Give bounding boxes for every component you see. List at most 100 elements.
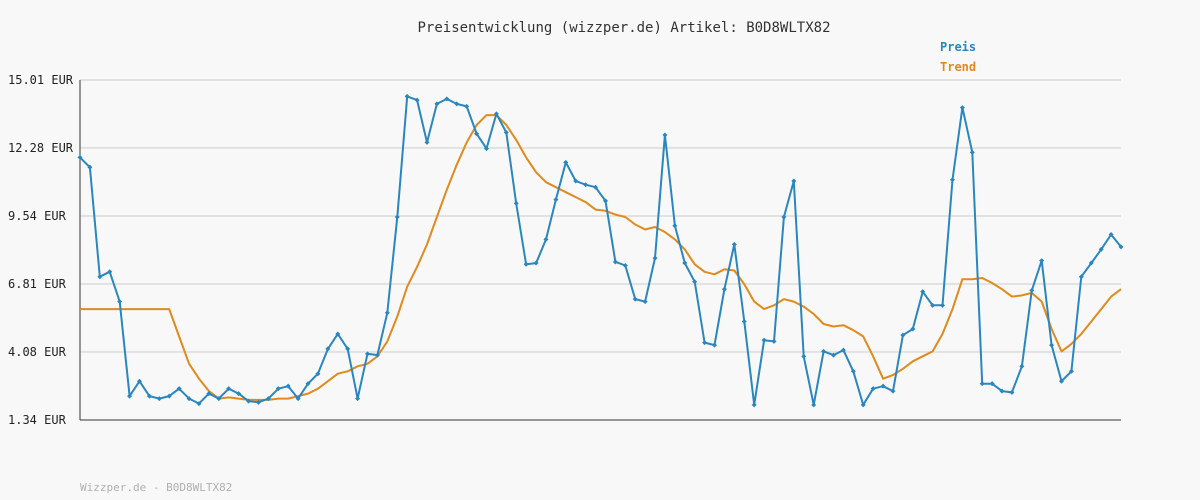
legend-trend: Trend xyxy=(940,60,976,74)
data-point-preis xyxy=(226,386,232,392)
data-point-preis xyxy=(404,93,410,99)
data-point-preis xyxy=(1078,274,1084,280)
data-point-preis xyxy=(136,378,142,384)
data-point-preis xyxy=(583,182,589,188)
data-point-preis xyxy=(206,391,212,397)
data-point-preis xyxy=(1108,231,1114,237)
data-point-preis xyxy=(315,371,321,377)
y-tick-label: 4.08 EUR xyxy=(8,345,67,359)
data-point-preis xyxy=(355,396,361,402)
series-layer xyxy=(77,93,1124,408)
data-point-preis xyxy=(335,331,341,337)
data-point-preis xyxy=(166,393,172,399)
data-point-preis xyxy=(821,348,827,354)
data-point-preis xyxy=(454,101,460,107)
data-point-preis xyxy=(236,391,242,397)
data-point-preis xyxy=(305,381,311,387)
data-point-preis xyxy=(345,346,351,352)
data-point-preis xyxy=(1088,260,1094,266)
data-point-preis xyxy=(483,146,489,152)
data-point-preis xyxy=(910,326,916,332)
y-tick-label: 9.54 EUR xyxy=(8,209,67,223)
y-tick-label: 1.34 EUR xyxy=(8,413,67,427)
data-point-preis xyxy=(999,388,1005,394)
data-point-preis xyxy=(890,388,896,394)
data-point-preis xyxy=(176,386,182,392)
data-point-preis xyxy=(741,319,747,325)
data-point-preis xyxy=(1049,342,1055,348)
data-point-preis xyxy=(246,398,252,404)
data-point-preis xyxy=(97,274,103,280)
data-point-preis xyxy=(374,352,380,358)
data-point-preis xyxy=(1118,244,1124,250)
data-point-preis xyxy=(920,289,926,295)
data-point-preis xyxy=(384,310,390,316)
series-line-trend xyxy=(80,114,1122,401)
data-point-preis xyxy=(156,396,162,402)
data-point-preis xyxy=(365,351,371,357)
data-point-preis xyxy=(127,393,133,399)
data-point-preis xyxy=(801,353,807,359)
data-point-preis xyxy=(1068,368,1074,374)
data-point-preis xyxy=(593,184,599,190)
data-point-preis xyxy=(949,177,955,183)
data-point-preis xyxy=(444,96,450,102)
data-point-preis xyxy=(285,383,291,389)
data-point-preis xyxy=(979,381,985,387)
data-point-preis xyxy=(682,260,688,266)
data-point-preis xyxy=(672,223,678,229)
data-point-preis xyxy=(712,342,718,348)
data-point-preis xyxy=(553,197,559,203)
data-point-preis xyxy=(533,260,539,266)
data-point-preis xyxy=(107,269,113,275)
data-point-preis xyxy=(612,259,618,265)
y-tick-label: 6.81 EUR xyxy=(8,277,67,291)
data-point-preis xyxy=(513,200,519,206)
data-point-preis xyxy=(325,346,331,352)
data-point-preis xyxy=(761,337,767,343)
data-point-preis xyxy=(1009,389,1015,395)
data-point-preis xyxy=(900,332,906,338)
data-point-preis xyxy=(632,296,638,302)
y-axis-tick-labels: 1.34 EUR 4.08 EUR 6.81 EUR 9.54 EUR 12.28 EU… xyxy=(8,73,74,427)
data-point-preis xyxy=(265,396,271,402)
data-point-preis xyxy=(791,178,797,184)
data-point-preis xyxy=(1039,258,1045,264)
data-point-preis xyxy=(850,368,856,374)
data-point-preis xyxy=(275,386,281,392)
data-point-preis xyxy=(146,393,152,399)
data-point-preis xyxy=(840,347,846,353)
data-point-preis xyxy=(830,352,836,358)
data-point-preis xyxy=(394,214,400,220)
data-point-preis xyxy=(602,198,608,204)
data-point-preis xyxy=(503,129,509,135)
data-point-preis xyxy=(563,159,569,165)
data-point-preis xyxy=(464,103,470,109)
y-tick-label: 15.01 EUR xyxy=(8,73,74,87)
data-point-preis xyxy=(1098,246,1104,252)
data-point-preis xyxy=(474,131,480,137)
chart-title: Preisentwicklung (wizzper.de) Artikel: B… xyxy=(417,20,830,36)
data-point-preis xyxy=(87,164,93,170)
data-point-preis xyxy=(424,139,430,145)
data-point-preis xyxy=(434,101,440,107)
data-point-preis xyxy=(414,97,420,103)
data-point-preis xyxy=(523,261,529,267)
data-point-preis xyxy=(731,241,737,247)
data-point-preis xyxy=(1019,363,1025,369)
data-point-preis xyxy=(930,302,936,308)
data-point-preis xyxy=(216,396,222,402)
data-point-preis xyxy=(77,154,83,160)
series-line-preis xyxy=(79,95,1122,406)
data-point-preis xyxy=(117,299,123,305)
data-point-preis xyxy=(751,402,757,408)
data-point-preis xyxy=(1059,378,1065,384)
data-point-preis xyxy=(622,263,628,269)
data-point-preis xyxy=(969,149,975,155)
data-point-preis xyxy=(702,340,708,346)
data-point-preis xyxy=(721,286,727,292)
data-point-preis xyxy=(573,178,579,184)
data-point-preis xyxy=(493,111,499,117)
data-point-preis xyxy=(870,386,876,392)
